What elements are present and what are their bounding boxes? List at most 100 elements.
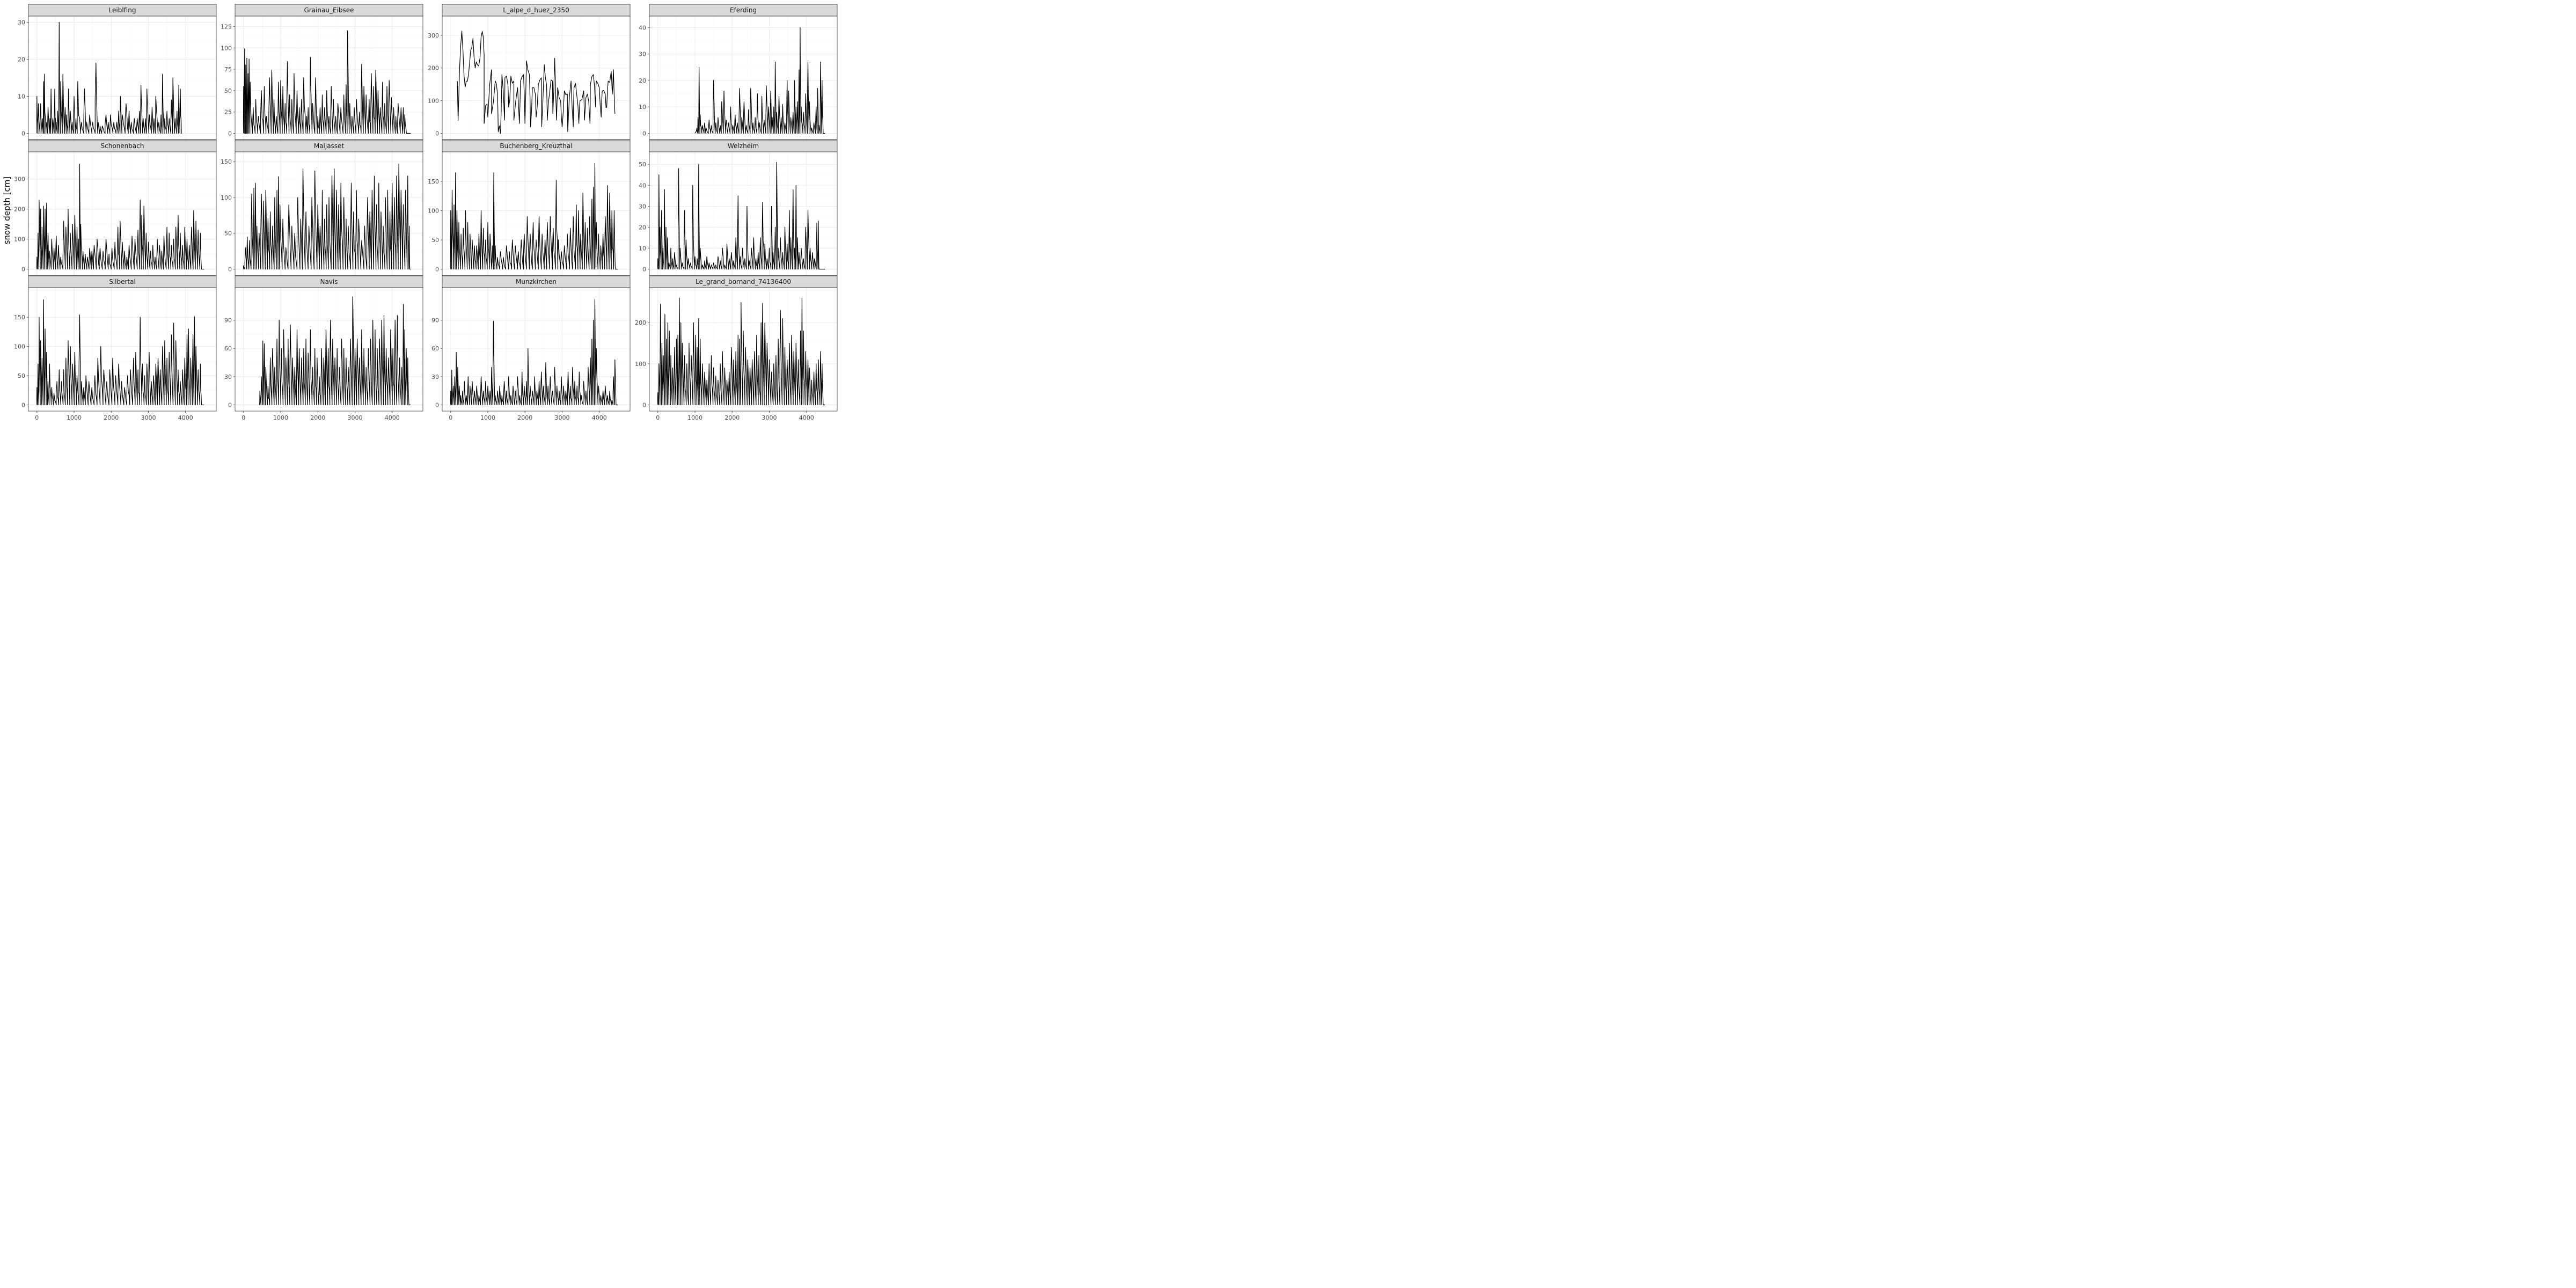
x-tick-label: 4000 (385, 414, 400, 421)
y-tick-label: 10 (18, 93, 25, 100)
y-tick-label: 200 (428, 65, 439, 72)
faceted-line-chart: snow depth [cm] Leiblfing 0 10 20 30 Grainau_… (0, 0, 841, 421)
snow-depth-line (657, 162, 825, 270)
y-tick-label: 0 (228, 130, 232, 137)
y-tick-label: 0 (21, 266, 25, 273)
y-tick-label: 100 (428, 98, 439, 105)
x-tick-label: 1000 (273, 414, 288, 421)
facet-panel: Grainau_Eibsee 0 25 50 75 100 125 (221, 4, 423, 141)
facet-panel: Maljasset 0 50 100 150 (221, 140, 423, 277)
facet-panel: L_alpe_d_huez_2350 0 100 200 300 (428, 4, 631, 141)
y-axis-title: snow depth [cm] (2, 177, 12, 245)
y-tick-label: 0 (228, 402, 232, 409)
panel-border (442, 16, 631, 140)
y-tick-label: 0 (642, 130, 646, 137)
y-tick-label: 30 (639, 51, 646, 58)
y-tick-label: 50 (431, 237, 439, 244)
x-tick-label: 0 (449, 414, 452, 421)
x-tick-label: 3000 (554, 414, 569, 421)
snow-depth-line (450, 299, 618, 406)
y-tick-label: 60 (431, 345, 439, 352)
y-tick-label: 150 (428, 178, 439, 185)
facet-panel: Navis 0 30 60 90 0 1000 2000 3000 4000 (224, 275, 423, 421)
y-tick-label: 150 (221, 158, 232, 165)
y-tick-label: 150 (14, 314, 25, 321)
panel-border (649, 287, 838, 412)
x-tick-label: 0 (35, 414, 39, 421)
facet-title: Navis (320, 278, 338, 286)
y-tick-label: 50 (224, 87, 232, 94)
chart-canvas: snow depth [cm] Leiblfing 0 10 20 30 Grainau_… (2, 4, 838, 421)
y-tick-label: 20 (18, 56, 25, 63)
y-tick-label: 300 (428, 32, 439, 39)
facet-title: Leiblfing (109, 6, 136, 14)
y-tick-label: 75 (224, 66, 232, 73)
y-tick-label: 100 (428, 208, 439, 215)
x-tick-label: 2000 (310, 414, 325, 421)
snow-depth-line (450, 163, 618, 270)
y-tick-label: 50 (18, 372, 25, 379)
y-tick-label: 100 (635, 361, 646, 368)
x-tick-label: 3000 (347, 414, 362, 421)
x-tick-label: 0 (656, 414, 660, 421)
plot-background (442, 152, 630, 275)
snow-depth-line (36, 164, 204, 270)
snow-depth-line (259, 296, 411, 406)
x-tick-label: 3000 (141, 414, 156, 421)
y-tick-label: 40 (639, 24, 646, 31)
y-tick-label: 0 (21, 130, 25, 137)
x-tick-label: 4000 (592, 414, 607, 421)
facet-title: Maljasset (314, 142, 345, 150)
panel-border (235, 151, 423, 276)
panel-border (649, 151, 838, 276)
facet-title: Eferding (730, 6, 757, 14)
y-tick-label: 0 (435, 130, 439, 137)
panel-border (235, 16, 423, 140)
y-tick-label: 0 (435, 266, 439, 273)
y-tick-label: 90 (431, 317, 439, 324)
y-tick-label: 30 (431, 374, 439, 380)
snow-depth-line (36, 299, 204, 406)
x-tick-label: 2000 (517, 414, 532, 421)
x-tick-label: 3000 (762, 414, 777, 421)
facet-title: Grainau_Eibsee (304, 6, 354, 14)
facet-panel: Welzheim 0 10 20 30 40 50 (639, 140, 838, 277)
y-tick-label: 125 (221, 23, 232, 30)
y-tick-label: 300 (14, 176, 25, 183)
facet-panel: Silbertal 0 50 100 150 0 1000 2000 3000 4000 (14, 275, 217, 421)
y-tick-label: 90 (224, 317, 232, 324)
facet-title: Le_grand_bornand_74136400 (696, 278, 791, 286)
y-tick-label: 50 (224, 230, 232, 237)
y-tick-label: 0 (21, 402, 25, 409)
facet-title: Schonenbach (101, 142, 144, 150)
facet-panel: Munzkirchen 0 30 60 90 0 1000 2000 3000 4000 (431, 275, 631, 421)
y-tick-label: 50 (639, 161, 646, 168)
panel-border (442, 287, 631, 412)
facet-title: Buchenberg_Kreuzthal (500, 142, 572, 150)
facet-panel: Eferding 0 10 20 30 40 (639, 4, 838, 141)
y-tick-label: 200 (14, 206, 25, 213)
y-tick-label: 0 (228, 266, 232, 273)
x-tick-label: 4000 (178, 414, 193, 421)
facet-panel: Schonenbach 0 100 200 300 (14, 140, 217, 277)
panel-border (235, 287, 423, 412)
plot-background (442, 16, 630, 140)
y-tick-label: 10 (639, 245, 646, 252)
snow-depth-line (36, 21, 182, 134)
y-tick-label: 10 (639, 104, 646, 111)
facet-panel: Leiblfing 0 10 20 30 (18, 4, 217, 141)
y-tick-label: 20 (639, 77, 646, 84)
y-tick-label: 30 (224, 374, 232, 380)
facet-title: Silbertal (109, 278, 136, 286)
facet-title: Munzkirchen (516, 278, 557, 286)
panel-border (649, 16, 838, 140)
y-tick-label: 40 (639, 182, 646, 189)
snow-depth-line (243, 30, 411, 134)
snow-depth-line (243, 163, 411, 270)
x-tick-label: 4000 (799, 414, 814, 421)
x-tick-label: 1000 (480, 414, 495, 421)
x-tick-label: 1000 (67, 414, 82, 421)
panel-border (28, 287, 217, 412)
y-tick-label: 30 (18, 19, 25, 26)
y-tick-label: 25 (224, 109, 232, 116)
